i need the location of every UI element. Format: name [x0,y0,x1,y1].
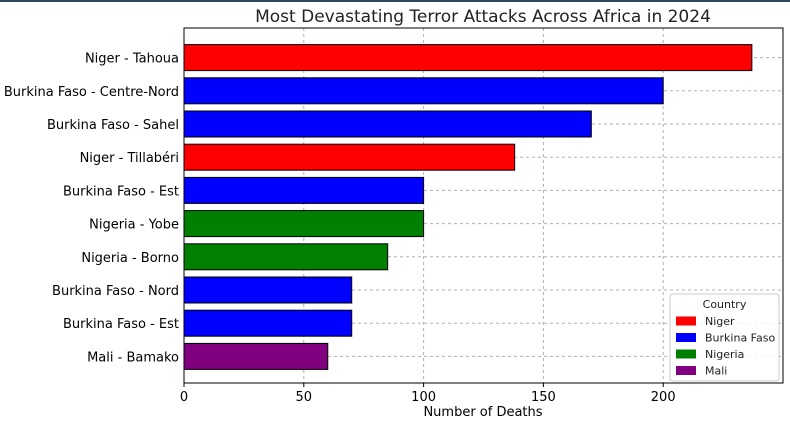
legend-swatch [676,366,696,375]
legend: Country Niger Burkina Faso Nigeria Mali [669,293,780,382]
y-tick-label: Burkina Faso - Est [63,317,179,332]
legend-entry: Nigeria [705,348,744,361]
x-axis-label: Number of Deaths [423,405,542,420]
y-tick-label: Niger - Tillabéri [80,151,179,166]
y-tick-label: Burkina Faso - Nord [52,284,179,299]
x-tick-label: 200 [651,390,676,405]
x-tick-label: 50 [296,390,313,405]
bars [183,44,753,370]
y-tick-label: Nigeria - Borno [81,251,179,266]
legend-swatch [676,316,696,326]
legend-title: Country [703,298,747,311]
legend-swatch [676,349,696,359]
bar [183,342,329,370]
bar [183,276,353,304]
bar [183,77,664,105]
x-tick-label: 0 [180,390,188,405]
legend-swatch [676,333,696,342]
bar [183,143,516,171]
axes: Niger - Tahoua Burkina Faso - Centre-Nord… [4,27,784,405]
y-tick-label: Burkina Faso - Est [63,184,179,199]
legend-entry: Niger [705,315,735,328]
y-tick-label: Burkina Faso - Centre-Nord [4,85,179,100]
legend-entry: Burkina Faso [705,332,775,345]
x-tick-label: 100 [411,390,436,405]
bar [183,243,389,271]
legend-box [669,293,780,382]
chart-title: Most Devastating Terror Attacks Across A… [255,7,711,27]
bar [183,110,592,138]
window-top-border [0,0,790,2]
bar [183,210,425,238]
y-tick-label: Mali - Bamako [87,350,179,365]
y-tick-label: Niger - Tahoua [85,52,179,67]
bar [183,176,425,204]
x-tick-label: 150 [531,390,556,405]
bar [183,44,753,72]
plot-frame [183,27,784,384]
y-tick-label: Nigeria - Yobe [89,218,179,233]
bar [183,309,353,337]
legend-entry: Mali [705,365,727,378]
y-tick-label: Burkina Faso - Sahel [47,118,179,133]
